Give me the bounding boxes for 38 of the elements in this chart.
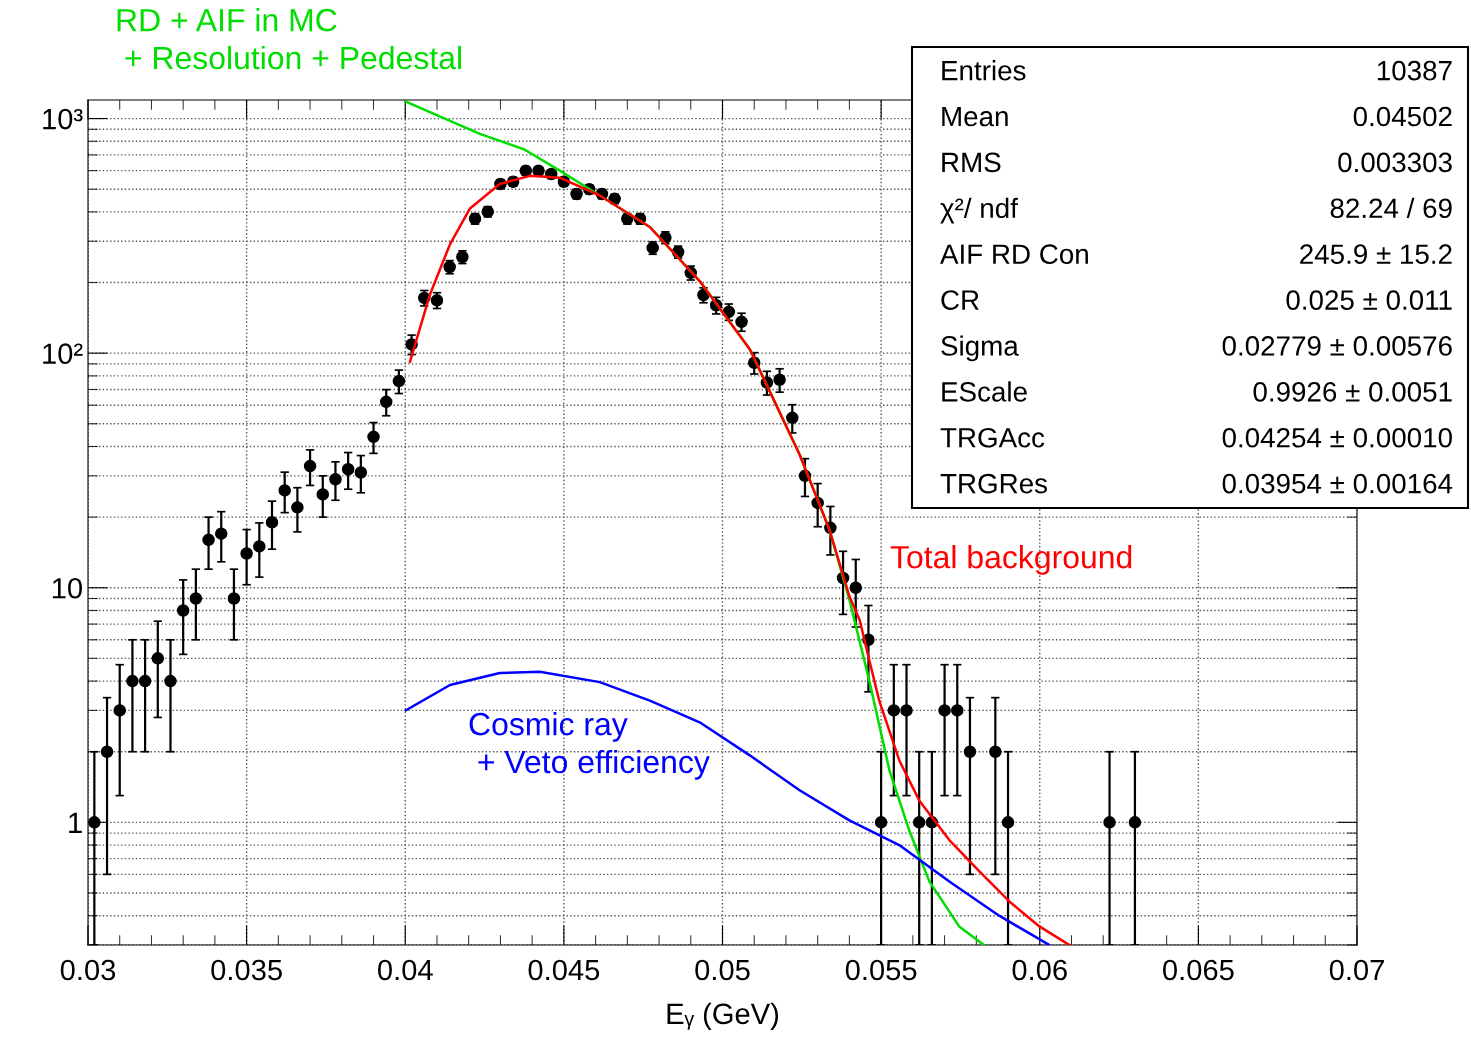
y-tick-label: 10	[52, 577, 82, 599]
annotation: TRGAcc	[940, 427, 1045, 448]
annotation: 0.025 ± 0.011	[1286, 290, 1452, 310]
x-tick-label: 0.035	[211, 959, 282, 981]
x-tick-label: 0.045	[528, 959, 600, 981]
annotation: EScale	[942, 381, 1027, 402]
annotation: 0.003303	[1338, 152, 1452, 173]
annotation: χ²/ ndf	[940, 197, 1018, 224]
annotation: 0.02779 ± 0.00576	[1222, 336, 1452, 356]
y-tick-label: 10²	[43, 343, 83, 365]
annotation: CR	[941, 290, 979, 310]
annotation: Sigma	[941, 335, 1019, 362]
series-label: Cosmic ray + Veto efficiency	[469, 712, 710, 780]
annotation: 0.04502	[1353, 106, 1452, 127]
annotation: 0.9926 ± 0.0051	[1253, 382, 1452, 402]
y-tick-label: 10³	[43, 108, 83, 130]
x-tick-label: 0.04	[378, 959, 433, 981]
x-tick-label: 0.03	[60, 959, 116, 981]
annotation: 82.24 / 69	[1330, 197, 1452, 219]
x-tick-label: 0.05	[695, 959, 750, 981]
text: 10387	[1377, 60, 1452, 81]
line-series	[404, 670, 1051, 945]
x-tick-label: 0.055	[845, 959, 917, 981]
x-axis-title: Eᵧ (GeV)	[667, 1002, 779, 1030]
annotation: 0.03954 ± 0.00164	[1222, 473, 1453, 494]
series-label: Total background	[890, 545, 1132, 575]
x-tick-label: 0.06	[1012, 959, 1067, 981]
series-label: RD + AIF in MC + Resolution + Pedestal	[117, 8, 461, 70]
x-tick-label: 0.07	[1329, 959, 1384, 981]
annotation: 0.04254 ± 0.00010	[1222, 427, 1452, 448]
annotation: TRGRes	[940, 473, 1048, 494]
annotation: 245.9 ± 15.2	[1300, 244, 1452, 265]
annotation: RMS	[942, 152, 1001, 173]
annotation: AIF RD Con	[940, 244, 1088, 265]
x-tick-label: 0.065	[1163, 959, 1234, 981]
annotation: Mean	[942, 106, 1008, 127]
text: Entries	[942, 60, 1026, 81]
y-tick-label: 1	[69, 812, 82, 833]
